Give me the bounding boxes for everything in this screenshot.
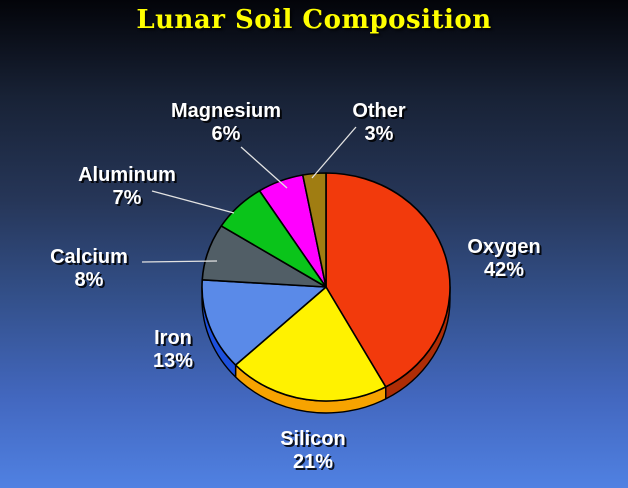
slice-label-silicon: Silicon 21% (280, 428, 346, 474)
slice-percent: 8% (74, 269, 104, 291)
slice-percent: 13% (152, 350, 194, 372)
slice-name: Oxygen (467, 236, 541, 258)
pie-slice-other (301, 172, 327, 288)
slice-name: Calcium (50, 246, 128, 268)
leader-line-aluminum (151, 190, 235, 214)
slice-percent: 42% (483, 259, 525, 281)
slice-percent: 21% (292, 451, 334, 473)
pie-slice-oxygen (325, 172, 451, 388)
slice-name: Magnesium (170, 100, 282, 122)
slice-percent: 6% (211, 123, 241, 145)
leader-line-other (311, 126, 357, 179)
slice-label-other: Other 3% (352, 100, 405, 146)
slice-label-oxygen: Oxygen 42% (467, 236, 540, 282)
slice-name: Aluminum (78, 164, 176, 186)
slice-label-magnesium: Magnesium 6% (171, 100, 281, 146)
leader-line-magnesium (240, 146, 288, 189)
slice-name: Other (352, 100, 406, 122)
slice-label-calcium: Calcium 8% (50, 246, 128, 292)
slice-percent: 3% (364, 123, 394, 145)
slice-label-iron: Iron 13% (153, 327, 193, 373)
slice-percent: 7% (112, 187, 142, 209)
pie-slice-silicon (234, 286, 387, 402)
slice-name: Silicon (280, 428, 346, 450)
slice-name: Iron (154, 327, 192, 349)
pie-slice-iron (201, 279, 327, 366)
chart-title: Lunar Soil Composition (136, 5, 492, 35)
leader-line-calcium (141, 260, 218, 263)
slice-label-aluminum: Aluminum 7% (78, 164, 176, 210)
